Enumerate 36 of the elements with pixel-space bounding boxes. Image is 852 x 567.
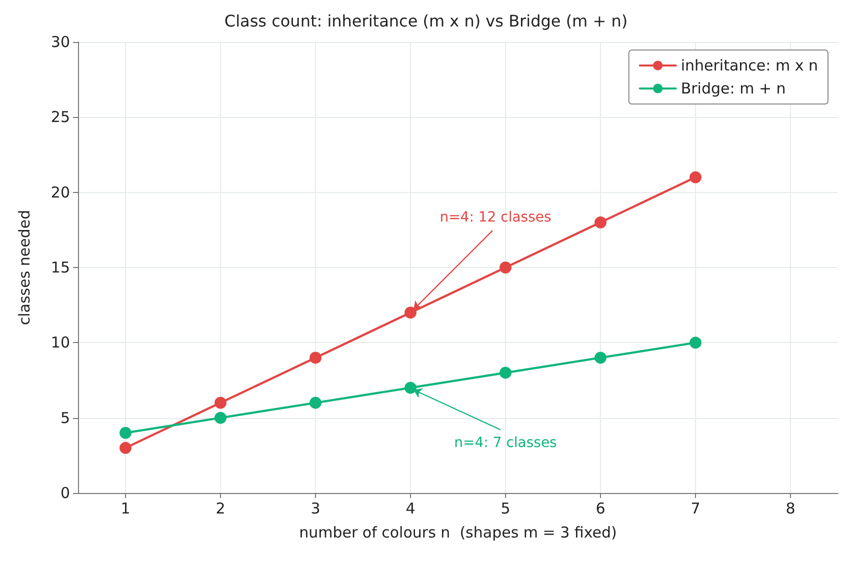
point: [404, 306, 416, 319]
x-axis-title: number of colours n (shapes m = 3 fixed): [299, 524, 617, 542]
y-tick-label: 20: [50, 183, 70, 202]
point: [594, 216, 606, 228]
legend-label: inheritance: m x n: [680, 56, 818, 74]
point: [404, 382, 416, 394]
point: [120, 442, 132, 454]
x-tick-label: 4: [406, 500, 416, 518]
x-tick-label: 2: [216, 500, 226, 518]
x-tick-label: 3: [310, 500, 320, 518]
point: [310, 352, 322, 364]
annotation: n=4: 12 classes: [440, 210, 552, 226]
point: [594, 352, 606, 364]
y-axis-title: classes needed: [16, 210, 34, 326]
x-tick-label: 6: [596, 500, 606, 518]
y-tick-label: 30: [50, 33, 70, 51]
y-tick-label: 10: [50, 334, 70, 352]
point: [500, 366, 512, 379]
y-tick-label: 25: [50, 108, 70, 126]
point: [500, 262, 512, 274]
x-tick-label: 1: [120, 500, 130, 518]
point: [690, 336, 702, 349]
x-tick-label: 8: [786, 500, 796, 518]
x-tick-label: 7: [690, 500, 700, 518]
x-tick-label: 5: [500, 500, 510, 518]
y-tick-label: 15: [50, 258, 70, 276]
point: [690, 171, 702, 184]
legend-label: Bridge: m + n: [680, 80, 786, 98]
chart-title: Class count: inheritance (m x n) vs Bridge (m + n): [224, 12, 628, 30]
point: [214, 412, 226, 424]
point: [120, 426, 132, 439]
point: [214, 396, 226, 409]
y-tick-label: 0: [60, 484, 70, 502]
annotation: n=4: 7 classes: [454, 434, 557, 451]
point: [310, 396, 322, 409]
y-tick-label: 5: [60, 408, 70, 427]
